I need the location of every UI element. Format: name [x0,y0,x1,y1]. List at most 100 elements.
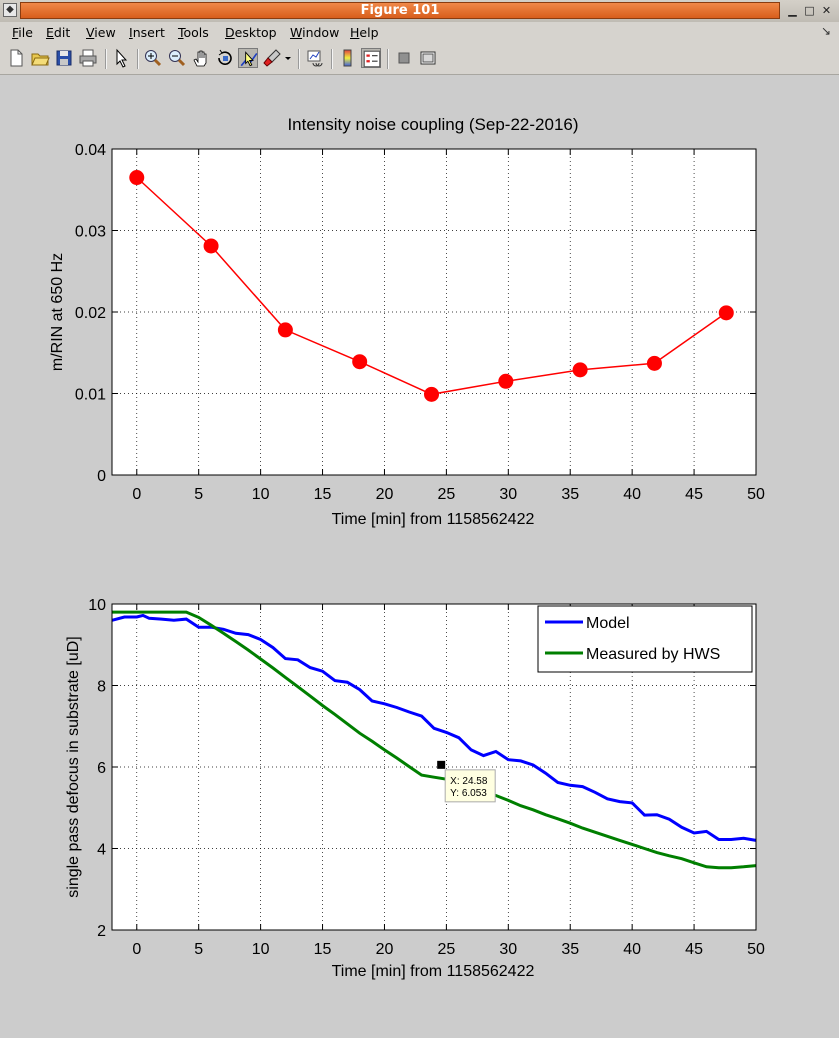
figure-canvas: 0 5 10 15 20 25 30 35 40 45 50 0 0.01 0.02 0.03 0.04 In… [0,75,839,1038]
x-tick-label: 10 [252,486,270,503]
data-point [129,170,145,186]
y-tick-label: 0.03 [75,224,106,241]
save-icon[interactable] [54,48,74,68]
link-plot-icon[interactable] [305,48,325,68]
minimize-icon[interactable]: ▁ [788,4,797,17]
zoom-out-icon[interactable] [167,48,187,68]
x-axis-label: Time [min] from 1158562422 [332,963,535,980]
menu-edit[interactable]: Edit [46,25,71,40]
x-tick-label: 25 [437,941,455,958]
hide-plot-tools-icon[interactable] [394,48,414,68]
y-tick-label: 0 [97,468,106,485]
x-tick-label: 30 [499,486,517,503]
data-tip-x: X: 24.58 [450,776,488,787]
menu-window[interactable]: Window [290,25,340,40]
x-tick-label: 30 [499,941,517,958]
open-file-icon[interactable] [30,48,50,68]
x-tick-label: 40 [623,486,641,503]
menu-desktop[interactable]: Desktop [225,25,277,40]
menu-help[interactable]: Help [350,25,379,40]
y-tick-label: 4 [97,842,106,859]
x-tick-label: 35 [561,941,579,958]
show-plot-tools-icon[interactable] [418,48,438,68]
x-tick-label: 15 [314,486,332,503]
data-tip-box [444,769,496,803]
x-tick-label: 45 [685,486,703,503]
x-axis-label: Time [min] from 1158562422 [332,511,535,528]
x-tick-label: 0 [132,486,141,503]
data-point [203,238,219,254]
menu-view[interactable]: View [86,25,116,40]
x-tick-label: 5 [194,486,203,503]
data-cursor-icon[interactable] [238,48,258,68]
menu-insert[interactable]: Insert [129,25,165,40]
y-tick-label: 0.01 [75,387,106,404]
colorbar-icon[interactable] [338,48,358,68]
window-title: Figure 101 [360,3,440,18]
axes-defocus[interactable]: 0 5 10 15 20 25 30 35 40 45 50 2 4 6 8 10 Time [min] fr… [65,597,765,980]
y-tick-label: 10 [88,597,106,614]
series-line-measured-by-hws [112,610,757,870]
series-line-model [111,613,757,842]
window-menu-icon[interactable]: ◆ [3,3,17,17]
close-window-icon[interactable]: ✕ [821,4,832,17]
ticks: 0 5 10 15 20 25 30 35 40 45 50 0 0.01 0.02 0.03 0.04 [75,142,765,503]
y-tick-label: 6 [97,760,106,777]
legend-label-model: Model [586,615,630,632]
x-tick-label: 5 [194,941,203,958]
y-tick-label: 2 [97,923,106,940]
ticks: 0 5 10 15 20 25 30 35 40 45 50 2 4 6 8 10 [88,597,765,958]
data-point [352,354,368,370]
y-axis-label: single pass defocus in substrate [uD] [65,636,82,897]
legend-box [537,605,753,673]
menu-tools[interactable]: Tools [178,25,209,40]
series-lines [111,610,757,870]
data-tip[interactable]: X: 24.58 Y: 6.053 [437,760,496,803]
pan-icon[interactable] [191,48,211,68]
new-figure-icon[interactable] [6,48,26,68]
x-tick-label: 25 [437,486,455,503]
data-tip-marker[interactable] [437,760,446,769]
maximize-icon[interactable]: □ [804,4,815,17]
dock-icon[interactable]: ↘ [820,24,831,38]
window-titlebar[interactable]: ◆ Figure 101 ▁ □ ✕ [0,0,839,23]
y-tick-label: 0.02 [75,305,106,322]
brush-menu-icon[interactable] [283,48,293,68]
y-tick-label: 8 [97,679,106,696]
data-point [718,305,734,321]
x-tick-label: 50 [747,486,765,503]
x-tick-label: 45 [685,941,703,958]
x-tick-label: 20 [376,486,394,503]
series-lines [129,170,734,402]
menu-bar: File Edit View Insert Tools Desktop Wind… [0,22,839,43]
x-tick-label: 15 [314,941,332,958]
brush-icon[interactable] [262,48,282,68]
zoom-in-icon[interactable] [143,48,163,68]
legend[interactable]: Model Measured by HWS [537,605,753,673]
x-tick-label: 0 [132,941,141,958]
axes-intensity-noise[interactable]: 0 5 10 15 20 25 30 35 40 45 50 0 0.01 0.02 0.03 0.04 In… [49,115,765,528]
data-point [498,373,514,389]
print-icon[interactable] [78,48,98,68]
title-strip: Figure 101 [20,2,780,19]
y-axis-label: m/RIN at 650 Hz [49,253,66,371]
x-tick-label: 50 [747,941,765,958]
legend-icon[interactable] [361,48,381,68]
data-point [646,355,662,371]
y-tick-label: 0.04 [75,142,106,159]
data-point [424,386,440,402]
x-tick-label: 40 [623,941,641,958]
grid [112,149,756,475]
x-tick-label: 20 [376,941,394,958]
x-tick-label: 10 [252,941,270,958]
x-tick-label: 35 [561,486,579,503]
data-point [572,362,588,378]
figure-toolbar [0,43,839,75]
menu-file[interactable]: File [12,25,33,40]
rotate-3d-icon[interactable] [215,48,235,68]
data-point [277,322,293,338]
edit-plot-icon[interactable] [112,48,132,68]
legend-label-measured: Measured by HWS [586,646,720,663]
chart-title: Intensity noise coupling (Sep-22-2016) [287,115,578,134]
